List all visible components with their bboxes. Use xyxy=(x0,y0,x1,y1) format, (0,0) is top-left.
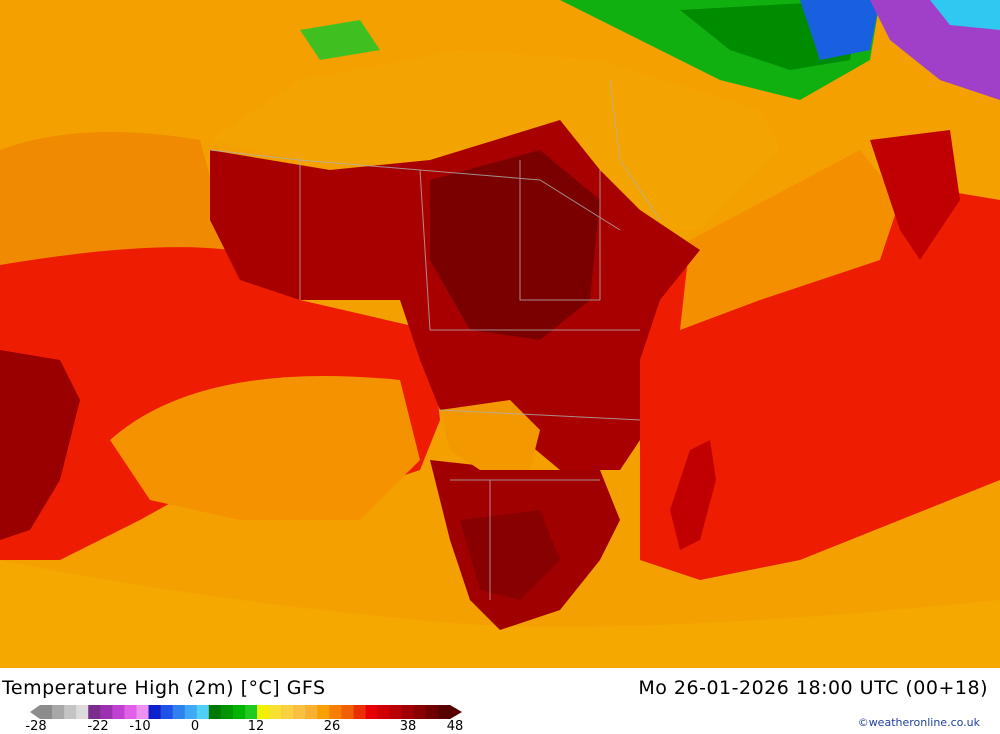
colorbar-swatch xyxy=(124,705,137,719)
colorbar-left-arrow xyxy=(30,705,40,719)
colorbar-swatch xyxy=(425,705,439,719)
colorbar-legend xyxy=(30,705,462,719)
colorbar-swatch xyxy=(40,705,53,719)
temperature-map-graphic xyxy=(0,0,1000,630)
colorbar-swatch xyxy=(341,705,355,719)
colorbar-tick: 48 xyxy=(446,719,464,734)
colorbar-swatch xyxy=(172,705,186,719)
colorbar-swatch xyxy=(52,705,65,719)
colorbar-swatch xyxy=(245,705,258,719)
colorbar-swatch xyxy=(353,705,367,719)
credit-link[interactable]: ©weatheronline.co.uk xyxy=(857,716,980,729)
colorbar-swatch xyxy=(389,705,403,719)
colorbar-swatch xyxy=(377,705,391,719)
colorbar-swatch xyxy=(76,705,89,719)
map-footer xyxy=(0,668,1000,733)
colorbar-swatch xyxy=(401,705,415,719)
colorbar-swatch xyxy=(269,705,282,719)
colorbar-swatch xyxy=(160,705,174,719)
colorbar-swatch xyxy=(196,705,210,719)
colorbar-swatch xyxy=(208,705,222,719)
colorbar-tick: -28 xyxy=(25,719,47,734)
colorbar-swatch xyxy=(293,705,306,719)
colorbar-swatch xyxy=(365,705,379,719)
colorbar-swatch xyxy=(281,705,294,719)
colorbar-swatch xyxy=(100,705,113,719)
colorbar-tick: 0 xyxy=(190,719,200,734)
colorbar-swatch xyxy=(184,705,198,719)
colorbar-swatch xyxy=(220,705,234,719)
colorbar-swatch xyxy=(88,705,101,719)
colorbar-right-arrow xyxy=(450,705,462,719)
map-datetime: Mo 26-01-2026 18:00 UTC (00+18) xyxy=(638,677,988,699)
colorbar-swatch xyxy=(257,705,270,719)
colorbar-swatch xyxy=(317,705,330,719)
colorbar-swatch xyxy=(64,705,77,719)
colorbar-swatch xyxy=(232,705,246,719)
map-title: Temperature High (2m) [°C] GFS xyxy=(2,677,326,699)
colorbar-swatch xyxy=(136,705,150,719)
colorbar-swatch xyxy=(329,705,342,719)
colorbar-swatch xyxy=(148,705,162,719)
colorbar-tick: 12 xyxy=(247,719,265,734)
colorbar-swatch xyxy=(112,705,125,719)
colorbar-swatch xyxy=(437,705,451,719)
temperature-map xyxy=(0,0,1000,668)
colorbar-tick: 38 xyxy=(399,719,417,734)
colorbar-tick: -22 xyxy=(87,719,109,734)
colorbar-tick: -10 xyxy=(129,719,151,734)
colorbar-tick: 26 xyxy=(323,719,341,734)
colorbar-swatch xyxy=(413,705,427,719)
colorbar-swatch xyxy=(305,705,318,719)
